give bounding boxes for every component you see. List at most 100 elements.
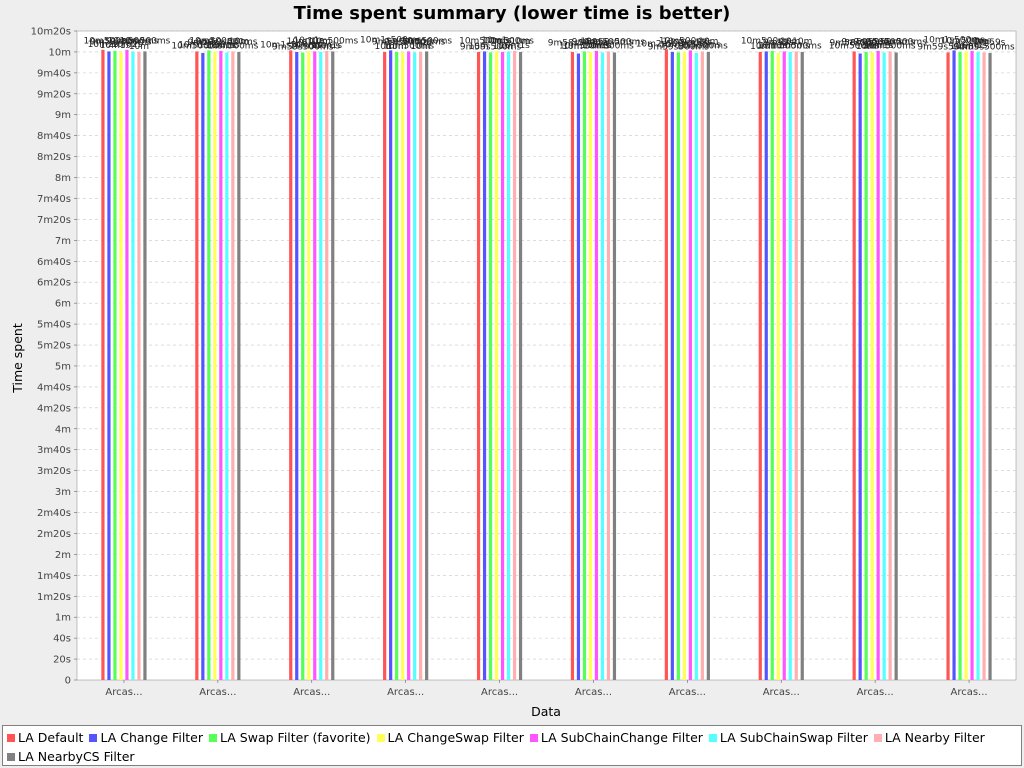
bar bbox=[594, 50, 599, 680]
bar-value-label: 10m bbox=[387, 42, 407, 52]
y-tick-label: 7m20s bbox=[37, 215, 71, 226]
bar-value-label: 10m bbox=[562, 42, 582, 52]
x-tick-label: Arcas... bbox=[857, 687, 894, 698]
bar bbox=[758, 51, 762, 680]
bar bbox=[482, 51, 487, 681]
legend-item: LA NearbyCS Filter bbox=[7, 747, 135, 766]
bar-value-label: 10m1s bbox=[311, 41, 342, 51]
bar bbox=[706, 51, 710, 680]
bar-value-label: 10m500ms bbox=[289, 41, 340, 51]
x-tick-label: Arcas... bbox=[387, 687, 424, 698]
bar bbox=[958, 51, 962, 680]
bar-value-label: 10m bbox=[750, 42, 770, 52]
bar bbox=[506, 51, 511, 681]
bar bbox=[101, 49, 105, 680]
y-tick-label: 1m40s bbox=[37, 571, 71, 582]
y-tick-label: 2m40s bbox=[37, 508, 71, 519]
bar-value-label: 10m bbox=[950, 42, 970, 52]
bar bbox=[512, 50, 517, 680]
bar bbox=[137, 51, 141, 680]
bar bbox=[976, 51, 980, 680]
bar-value-label: 10m1s bbox=[206, 41, 237, 51]
bar bbox=[700, 51, 704, 681]
bar-value-label: 10m bbox=[375, 42, 395, 52]
bar-value-label: 10m bbox=[229, 37, 249, 47]
bar bbox=[882, 52, 886, 680]
bar bbox=[518, 51, 523, 680]
bar bbox=[876, 50, 880, 680]
y-tick-label: 6m bbox=[55, 299, 71, 310]
bar-value-label: 10m bbox=[662, 37, 682, 47]
bar-value-label: 10m bbox=[492, 42, 512, 52]
y-tick-label: 8m20s bbox=[37, 152, 71, 163]
bar bbox=[289, 50, 293, 681]
bar bbox=[313, 51, 317, 681]
legend-item: LA Nearby Filter bbox=[873, 728, 985, 747]
bar bbox=[213, 51, 217, 681]
bar-value-label: 10m1s bbox=[100, 41, 131, 51]
bar-value-label: 9m59s500ms bbox=[196, 37, 258, 47]
bar-value-label: 10m500ms bbox=[559, 41, 610, 51]
legend-item: LA Change Filter bbox=[89, 728, 203, 747]
bar-value-label: 10m bbox=[287, 37, 307, 47]
legend-label: LA SubChainSwap Filter bbox=[719, 730, 868, 745]
bar-value-label: 10m500ms bbox=[401, 36, 452, 46]
bar bbox=[764, 51, 768, 681]
bar-value-label: 10m bbox=[311, 37, 331, 47]
bar-value-label: 9m59s500ms bbox=[648, 42, 710, 52]
bar-value-label: 10m500ms bbox=[829, 41, 880, 51]
bar bbox=[413, 52, 417, 680]
y-tick-label: 6m20s bbox=[37, 278, 71, 289]
y-tick-label: 10m bbox=[49, 47, 71, 58]
y-tick-label: 3m bbox=[55, 487, 71, 498]
y-tick-label: 4m bbox=[55, 424, 71, 435]
y-tick-label: 5m40s bbox=[37, 320, 71, 331]
bar-value-label: 10m2s bbox=[112, 40, 143, 50]
bar-value-label: 9m59s500ms bbox=[384, 37, 446, 47]
bar bbox=[301, 52, 305, 680]
bar-value-label: 10m500ms bbox=[171, 41, 222, 51]
bar-value-label: 10m500ms bbox=[383, 41, 434, 51]
y-tick-label: 20s bbox=[53, 655, 71, 666]
bar bbox=[195, 51, 199, 681]
bar bbox=[670, 51, 674, 680]
bar bbox=[237, 51, 241, 680]
legend-item: LA SubChainChange Filter bbox=[529, 728, 703, 747]
bar bbox=[395, 51, 399, 680]
y-tick-label: 2m20s bbox=[37, 529, 71, 540]
bar-value-label: 10m1s500ms bbox=[178, 40, 240, 50]
bar bbox=[858, 53, 862, 680]
legend-label: LA Default bbox=[18, 730, 84, 745]
bar-value-label: 10m500ms bbox=[659, 36, 710, 46]
bar-value-label: 10m bbox=[792, 37, 812, 47]
legend-swatch bbox=[873, 733, 882, 742]
legend-label: LA Change Filter bbox=[100, 730, 204, 745]
legend-label: LA SubChainChange Filter bbox=[540, 730, 703, 745]
x-tick-label: Arcas... bbox=[481, 687, 518, 698]
bar-value-label: 9m59s bbox=[975, 38, 1006, 48]
y-tick-label: 1m bbox=[55, 613, 71, 624]
bar bbox=[988, 52, 992, 681]
bar-value-label: 10m500ms bbox=[307, 36, 358, 46]
bar bbox=[964, 51, 968, 681]
bar bbox=[664, 49, 668, 680]
bar-value-label: 9m59s bbox=[763, 38, 794, 48]
y-axis-label: Time spent bbox=[10, 323, 25, 394]
bar bbox=[419, 51, 423, 680]
bar bbox=[231, 51, 235, 681]
bar bbox=[331, 51, 335, 681]
bar-value-label: 10m1s500ms bbox=[360, 35, 422, 45]
bar bbox=[383, 51, 387, 680]
bar bbox=[894, 52, 898, 680]
bar bbox=[682, 51, 686, 681]
bar-value-label: 9m59s500ms bbox=[460, 42, 522, 52]
bar bbox=[407, 51, 411, 681]
y-tick-label: 7m bbox=[55, 236, 71, 247]
bar-value-label: 9m58s500ms bbox=[548, 39, 610, 49]
bar-value-label: 9m59s500ms bbox=[572, 37, 634, 47]
legend-item: LA SubChainSwap Filter bbox=[708, 728, 868, 747]
y-tick-label: 4m40s bbox=[37, 382, 71, 393]
bar-value-label: 9m59s500ms bbox=[917, 42, 979, 52]
x-tick-label: Arcas... bbox=[669, 687, 706, 698]
x-tick-label: Arcas... bbox=[105, 687, 142, 698]
